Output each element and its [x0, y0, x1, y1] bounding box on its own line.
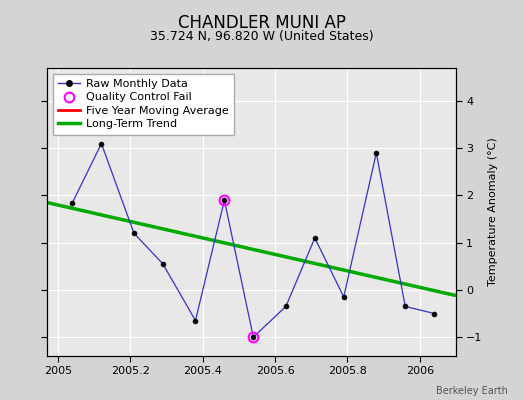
Raw Monthly Data [192, 318, 199, 323]
Raw Monthly Data [99, 141, 105, 146]
Raw Monthly Data [402, 304, 408, 309]
Legend: Raw Monthly Data, Quality Control Fail, Five Year Moving Average, Long-Term Tren: Raw Monthly Data, Quality Control Fail, … [53, 74, 234, 135]
Raw Monthly Data [160, 262, 166, 266]
Line: Raw Monthly Data: Raw Monthly Data [70, 141, 436, 340]
Raw Monthly Data [250, 335, 256, 340]
Raw Monthly Data [69, 200, 75, 205]
Raw Monthly Data [221, 198, 227, 202]
Raw Monthly Data [341, 294, 347, 299]
Raw Monthly Data [431, 311, 438, 316]
Text: CHANDLER MUNI AP: CHANDLER MUNI AP [178, 14, 346, 32]
Raw Monthly Data [312, 236, 318, 240]
Y-axis label: Temperature Anomaly (°C): Temperature Anomaly (°C) [488, 138, 498, 286]
Text: 35.724 N, 96.820 W (United States): 35.724 N, 96.820 W (United States) [150, 30, 374, 43]
Raw Monthly Data [373, 150, 379, 155]
Raw Monthly Data [283, 304, 289, 309]
Raw Monthly Data [131, 231, 137, 236]
Text: Berkeley Earth: Berkeley Earth [436, 386, 508, 396]
